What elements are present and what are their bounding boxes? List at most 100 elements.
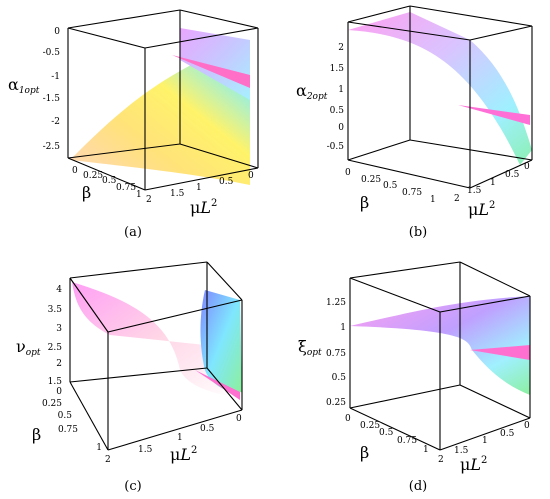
z-axis-ticks-a: 0 -0.5 -1 -1.5 -2 -2.5 <box>43 27 61 152</box>
z-tick: 4 <box>56 285 62 295</box>
mu-tick: 2 <box>105 455 111 465</box>
bounding-box-c <box>69 261 243 451</box>
surface-d-band <box>470 345 530 360</box>
beta-tick: 0.5 <box>58 411 73 421</box>
mu-tick: 1 <box>482 436 488 446</box>
z-tick: -0.5 <box>43 48 61 58</box>
bounding-box-a <box>67 9 259 191</box>
caption-d: (d) <box>409 479 427 494</box>
mu-tick: 2 <box>438 455 444 465</box>
z-tick: -1.5 <box>43 94 61 104</box>
beta-tick: 1 <box>430 195 436 205</box>
mu-axis-label-a: μL2 <box>190 198 217 217</box>
surface-b-band <box>458 105 530 125</box>
beta-tick: 0.25 <box>42 399 62 409</box>
surface-d-main <box>350 296 530 395</box>
mu-axis-ticks-b: 2 1.5 1 0.5 0 <box>454 162 530 204</box>
mu-axis-label-b: μL2 <box>468 200 495 219</box>
surface-c-right <box>200 290 242 393</box>
z-tick: 0 <box>54 27 60 37</box>
z-tick: -2 <box>51 117 60 127</box>
beta-tick: 0.75 <box>58 425 78 435</box>
mu-tick: 1.5 <box>454 446 469 456</box>
z-tick: 1.25 <box>326 298 346 308</box>
mu-tick: 0.5 <box>219 177 234 187</box>
z-tick: 3 <box>56 324 62 334</box>
z-axis-label-d: ξopt <box>298 337 322 358</box>
surface-a-band <box>172 55 250 88</box>
mu-axis-label-d: μL2 <box>460 455 487 474</box>
mu-tick: 0 <box>248 171 254 181</box>
beta-tick: 0 <box>345 414 351 424</box>
z-tick: 2 <box>56 359 62 369</box>
beta-axis-label-d: β <box>360 443 369 462</box>
mu-axis-ticks-a: 2 1.5 1 0.5 0 <box>146 171 254 205</box>
mu-tick: 2 <box>454 194 460 204</box>
beta-axis-label-c: β <box>32 425 41 444</box>
beta-tick: 0.25 <box>83 171 103 181</box>
mu-tick: 2 <box>146 195 152 205</box>
z-tick: 2 <box>338 43 344 53</box>
panel-b: 2 1.5 1 0.5 0 -0.5 α2opt 0 0.25 0.5 0.75… <box>296 5 533 240</box>
surface-c-band <box>195 370 240 400</box>
surface-b-main <box>348 12 532 165</box>
z-axis-ticks-b: 2 1.5 1 0.5 0 -0.5 <box>327 43 345 152</box>
z-tick: 0.5 <box>330 106 345 116</box>
beta-tick: 0 <box>72 166 78 176</box>
mu-tick: 1.5 <box>170 189 185 199</box>
z-axis-label-a: α1opt <box>8 75 40 96</box>
mu-axis-label-c: μL2 <box>170 445 197 464</box>
z-axis-label-b: α2opt <box>296 81 328 102</box>
mu-tick: 0 <box>236 414 242 424</box>
caption-a: (a) <box>124 225 142 240</box>
beta-tick: 0.75 <box>397 436 417 446</box>
caption-b: (b) <box>409 225 427 240</box>
mu-tick: 0 <box>524 421 530 431</box>
beta-tick: 0 <box>56 387 62 397</box>
beta-tick: 0.5 <box>102 176 117 186</box>
z-tick: -1 <box>51 72 60 82</box>
z-tick: 0.25 <box>326 398 346 408</box>
beta-axis-ticks-d: 0 0.25 0.5 0.75 1 <box>345 414 429 455</box>
beta-axis-label-b: β <box>360 193 369 212</box>
mu-tick: 1.5 <box>467 186 482 196</box>
beta-tick: 0.25 <box>361 175 381 185</box>
z-tick: 0.5 <box>332 373 347 383</box>
mu-axis-ticks-c: 2 1.5 1 0.5 0 <box>105 414 242 465</box>
mu-axis-ticks-d: 2 1.5 1 0.5 0 <box>438 421 530 465</box>
beta-tick: 0.25 <box>360 421 380 431</box>
panel-a: 0 -0.5 -1 -1.5 -2 -2.5 α1opt 0 0.25 0.5 … <box>8 9 259 240</box>
beta-tick: 0.75 <box>402 188 422 198</box>
mu-tick: 0.5 <box>200 424 215 434</box>
surface-a-main <box>70 40 250 185</box>
mu-tick: 1 <box>490 178 496 188</box>
mu-tick: 0.5 <box>505 170 520 180</box>
surface-c-left <box>72 282 240 396</box>
beta-tick: 1 <box>423 445 429 455</box>
beta-axis-label-a: β <box>82 183 91 202</box>
beta-tick: 0.5 <box>383 181 398 191</box>
z-tick: 1.5 <box>330 64 345 74</box>
surface-a-top <box>180 28 250 100</box>
z-axis-ticks-c: 4 3.5 3 2.5 2 1.5 <box>48 285 63 387</box>
panel-c: 4 3.5 3 2.5 2 1.5 νopt 0 0.25 0.5 0.75 1… <box>16 261 243 494</box>
z-axis-ticks-d: 1.25 1 0.75 0.5 0.25 <box>326 298 346 408</box>
z-tick: 0 <box>338 123 344 133</box>
beta-tick: 0 <box>345 168 351 178</box>
beta-tick: 0.5 <box>379 428 394 438</box>
panel-d: 1.25 1 0.75 0.5 0.25 ξopt 0 0.25 0.5 0.7… <box>298 261 531 494</box>
mu-tick: 1 <box>177 433 183 443</box>
beta-axis-ticks-b: 0 0.25 0.5 0.75 1 <box>345 168 436 205</box>
bounding-box-b <box>347 5 533 189</box>
z-tick: 2.5 <box>48 343 63 353</box>
beta-tick: 1 <box>96 443 102 453</box>
mu-tick: 1 <box>196 183 202 193</box>
beta-axis-ticks-c: 0 0.25 0.5 0.75 1 <box>42 387 102 453</box>
mu-tick: 1.5 <box>138 445 153 455</box>
z-tick: -2.5 <box>43 142 61 152</box>
bounding-box-d <box>349 261 531 451</box>
z-tick: 0.75 <box>326 349 346 359</box>
z-tick: 1 <box>340 323 346 333</box>
caption-c: (c) <box>124 479 141 494</box>
